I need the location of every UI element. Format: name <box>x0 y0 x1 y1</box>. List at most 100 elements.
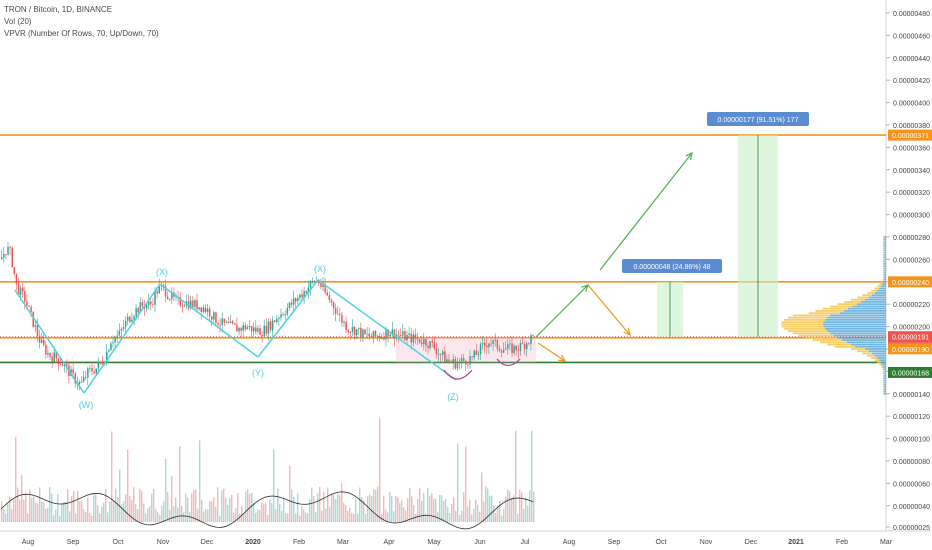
volume-bar <box>133 487 135 522</box>
candle-body <box>416 338 419 340</box>
candle-body <box>490 343 492 345</box>
candle-body <box>53 352 55 362</box>
volume-bar <box>201 499 203 522</box>
vpvr-bar-up <box>827 316 886 319</box>
vpvr-bar-up <box>861 301 886 303</box>
candle-body <box>213 312 215 320</box>
candle-body <box>110 343 112 351</box>
candle-body <box>353 326 356 335</box>
candle-body <box>347 330 349 333</box>
volume-bar <box>243 512 245 522</box>
vpvr-bar-down <box>792 332 831 335</box>
vpvr-bar-down <box>883 265 885 268</box>
candle-body <box>303 291 305 298</box>
volume-bar <box>239 513 241 522</box>
vpvr-bar-up <box>884 245 886 247</box>
price-marker-label: 0.00000168 <box>892 370 929 377</box>
candle-body <box>11 247 13 268</box>
vpvr-bar-down <box>784 318 825 321</box>
candle-body <box>51 356 53 362</box>
volume-bar <box>7 503 9 522</box>
candle-body <box>330 300 333 303</box>
vpvr-bar-down <box>787 316 828 319</box>
volume-bar <box>179 445 181 522</box>
vpvr-indicator-label[interactable]: VPVR (Number Of Rows, 70, Up/Down, 70) <box>4 29 159 38</box>
candle-body <box>206 308 209 312</box>
vpvr-bar-down <box>883 242 885 245</box>
candle-body <box>284 314 286 316</box>
candle-body <box>511 343 513 354</box>
candle-body <box>509 343 511 345</box>
vpvr-bar-down <box>862 294 872 297</box>
volume-bar <box>451 503 453 522</box>
candle-body <box>444 351 446 362</box>
candle-body <box>265 325 268 334</box>
vpvr-bar-up <box>884 271 886 274</box>
candle-body <box>400 335 402 336</box>
candle-body <box>406 334 408 341</box>
candle-body <box>17 283 20 295</box>
candle-body <box>318 280 320 284</box>
candle-body <box>313 281 316 282</box>
candle-body <box>232 321 234 324</box>
candle-body <box>412 334 415 343</box>
candle-body <box>234 323 236 325</box>
volume-ma-line <box>0 491 534 530</box>
volume-bar <box>69 511 71 522</box>
candle-body <box>3 254 5 258</box>
candle-body <box>374 331 377 336</box>
volume-bar <box>269 499 271 522</box>
volume-bar <box>267 515 269 522</box>
volume-bar <box>259 509 261 522</box>
candle-body <box>267 321 270 334</box>
volume-bar <box>183 512 185 522</box>
volume-bar <box>99 513 101 522</box>
volume-bar <box>339 495 341 522</box>
candle-body <box>427 345 429 349</box>
price-marker-label: 0.00000371 <box>892 133 929 140</box>
volume-indicator-label[interactable]: Vol (20) <box>4 17 32 26</box>
projection-arrow-retest <box>537 342 566 362</box>
vpvr-bar-down <box>822 307 848 310</box>
volume-bar <box>407 498 409 522</box>
candle-body <box>454 358 457 369</box>
volume-bar <box>439 494 441 522</box>
vpvr-bar-up <box>837 336 886 339</box>
vpvr-bar-up <box>884 392 886 395</box>
y-tick-label: 0.00000025 <box>893 525 930 532</box>
volume-bar <box>277 488 279 522</box>
candle-body <box>305 291 307 294</box>
x-tick-label: Feb <box>836 539 848 546</box>
candle-body <box>463 358 465 361</box>
volume-bar <box>473 508 475 522</box>
volume-bar <box>147 508 149 522</box>
volume-bar <box>355 498 357 522</box>
vpvr-bar-down <box>883 258 885 261</box>
x-tick-label: Sep <box>67 539 80 546</box>
candle-body <box>45 344 47 355</box>
volume-bar <box>231 494 233 522</box>
volume-bar <box>89 512 91 522</box>
volume-bar <box>101 506 103 522</box>
candle-body <box>13 267 16 274</box>
vpvr-bar-up <box>884 251 886 254</box>
candle-body <box>139 302 142 313</box>
vpvr-bar-up <box>830 332 886 335</box>
vpvr-bar-up <box>884 254 886 256</box>
candle-body <box>517 350 520 351</box>
y-tick-label: 0.00000080 <box>893 459 930 466</box>
volume-bar <box>471 514 473 522</box>
volume-bar <box>289 466 291 522</box>
candle-body <box>91 367 93 372</box>
wave-line <box>14 289 85 394</box>
candle-body <box>242 325 244 331</box>
volume-bar <box>433 498 435 522</box>
volume-bar <box>379 418 381 522</box>
volume-bar <box>263 504 265 522</box>
vpvr-bar-up <box>884 236 886 238</box>
vpvr-bar-down <box>883 256 885 259</box>
vpvr-bar-up <box>865 298 886 301</box>
volume-bar <box>333 494 335 522</box>
vpvr-bar-down <box>834 345 856 348</box>
